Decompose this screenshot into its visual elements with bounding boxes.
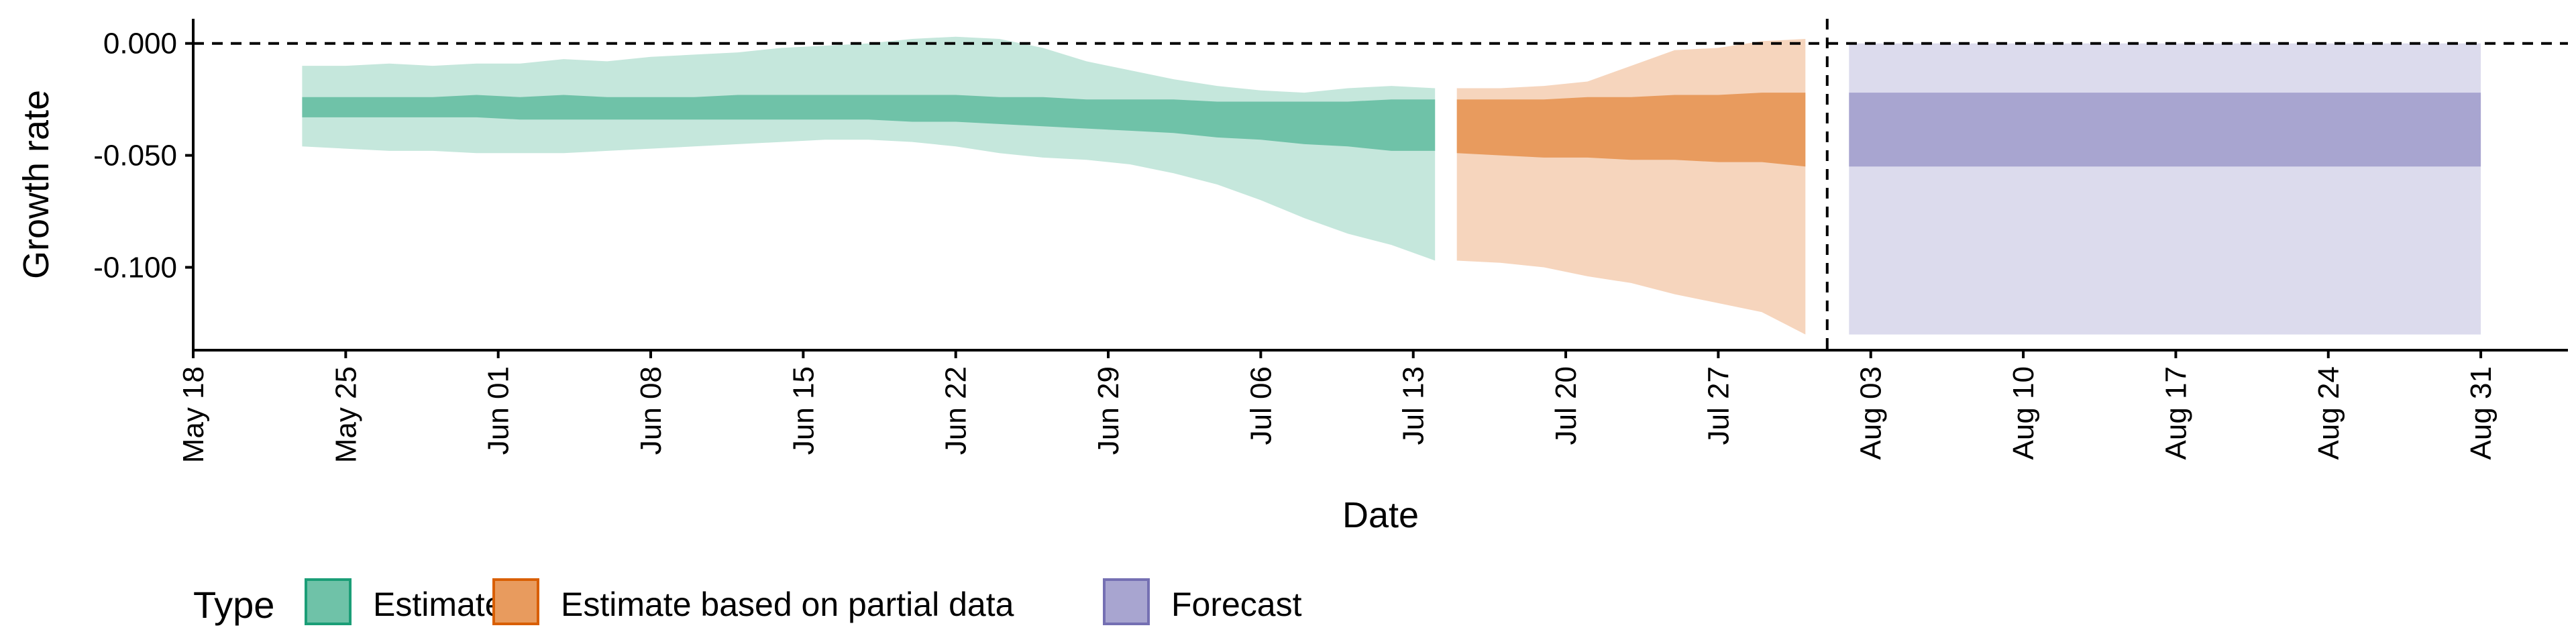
reference-lines [193, 19, 2568, 350]
x-tick-label: Jun 08 [635, 366, 667, 455]
legend-swatch [1103, 578, 1150, 625]
y-tick-label: -0.100 [93, 252, 177, 284]
legend: Type Estimate Estimate based on partial d… [193, 578, 1302, 626]
x-tick-label: Aug 03 [1855, 366, 1888, 460]
legend-swatch [305, 578, 352, 625]
band-inner-estimate [302, 95, 1436, 151]
band-outer-forecast [1849, 43, 2481, 335]
x-tick-label: Jun 22 [940, 366, 973, 455]
legend-title: Type [193, 584, 274, 626]
series-forecast [1849, 43, 2481, 335]
y-tick-label: -0.050 [93, 140, 177, 172]
series-estimate-based-on-partial-data [1456, 39, 1806, 335]
band-inner-forecast [1849, 93, 2481, 167]
x-tick-label: Aug 17 [2159, 366, 2192, 460]
legend-label: Forecast [1171, 586, 1302, 623]
y-tick-label: 0.000 [103, 28, 177, 60]
x-tick-label: Jul 13 [1397, 366, 1430, 445]
legend-label: Estimate [373, 586, 504, 623]
x-tick-label: Aug 24 [2312, 366, 2345, 460]
legend-item: Estimate based on partial data [492, 578, 1014, 625]
x-tick-label: Jun 01 [482, 366, 515, 455]
legend-swatch [492, 578, 539, 625]
series-estimate [302, 36, 1436, 261]
band-outer-estimate [302, 36, 1436, 261]
legend-item: Estimate [305, 578, 504, 625]
y-axis-title: Growth rate [16, 90, 56, 279]
x-tick-label: Jul 20 [1550, 366, 1582, 445]
x-tick-label: Jun 15 [787, 366, 820, 455]
band-outer-estimate-based-on-partial-data [1456, 39, 1806, 335]
x-tick-label: Jul 27 [1702, 366, 1735, 445]
axes: 0.000 -0.050 -0.100 May 18 May 25 Jun 01 Jun 0… [93, 19, 2568, 463]
x-axis-title: Date [1342, 495, 1419, 535]
x-tick-label: Aug 10 [2007, 366, 2040, 460]
x-tick-label: Jun 29 [1092, 366, 1125, 455]
legend-label: Estimate based on partial data [561, 586, 1014, 623]
legend-item: Forecast [1103, 578, 1302, 625]
x-tick-label: Aug 31 [2465, 366, 2498, 460]
band-inner-estimate-based-on-partial-data [1456, 93, 1806, 167]
series-bands [302, 36, 2481, 335]
x-tick-label: May 18 [177, 366, 210, 463]
x-tick-label: Jul 06 [1244, 366, 1277, 445]
x-tick-label: May 25 [329, 366, 362, 463]
